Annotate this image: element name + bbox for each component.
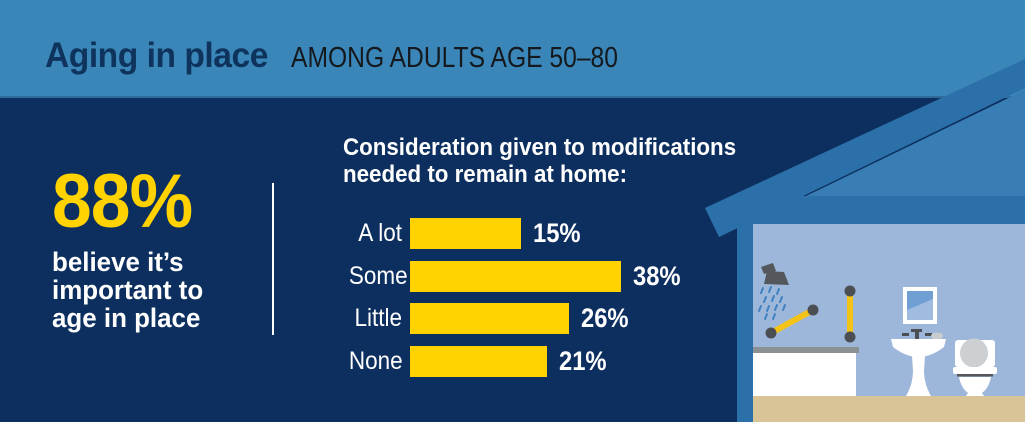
grab-bar-vertical-icon [844,285,856,343]
bar [410,303,569,334]
shower-head-icon [761,263,789,285]
grab-bar-diagonal-icon [765,304,819,339]
page-subtitle: AMONG ADULTS AGE 50–80 [291,42,619,74]
bar [410,260,621,292]
category-label: A lot [358,219,402,247]
value-label: 38% [633,260,681,291]
chart-row: None 21% [343,345,687,377]
water-spray [758,286,786,320]
header-band [0,0,1025,98]
soap-icon [931,332,943,340]
bar-chart: Consideration given to modifications nee… [343,134,766,377]
bar [410,345,547,377]
chart-title-line: needed to remain at home: [343,161,628,188]
chart-rows: A lot 15% Some 38% Little 26% None 21% [343,218,687,388]
stat-value: 88% [52,159,193,244]
category-label: Some [348,261,408,290]
value-label: 15% [533,218,581,248]
chart-row: Some 38% [343,260,687,292]
stat-caption-line: important to [52,275,204,305]
divider [272,183,274,335]
chart-row: Little 26% [343,303,687,334]
stat-caption: believe it’s important to age in place [52,248,209,332]
header: Aging in place AMONG ADULTS AGE 50–80 [45,0,676,98]
stat-caption-line: age in place [52,303,201,333]
house-gable [806,90,1025,196]
value-label: 21% [559,345,607,376]
value-label: 26% [581,303,629,333]
house-wall [737,210,753,422]
bathtub [753,353,856,396]
house-roof [705,59,1025,237]
mirror-icon [903,287,937,324]
category-label: None [348,346,403,375]
pedestal-sink-icon [891,329,946,396]
stat-caption-line: believe it’s [52,247,184,277]
page-title: Aging in place [45,36,268,75]
floor [753,396,1025,422]
faucet-icon [902,329,932,339]
chart-title-line: Consideration given to modifications [343,134,737,161]
category-label: Little [354,304,402,332]
bar [410,218,521,249]
toilet-icon [953,338,997,396]
chart-row: A lot 15% [343,218,687,249]
bathtub-rim [753,347,859,353]
chart-title: Consideration given to modifications nee… [343,134,766,188]
